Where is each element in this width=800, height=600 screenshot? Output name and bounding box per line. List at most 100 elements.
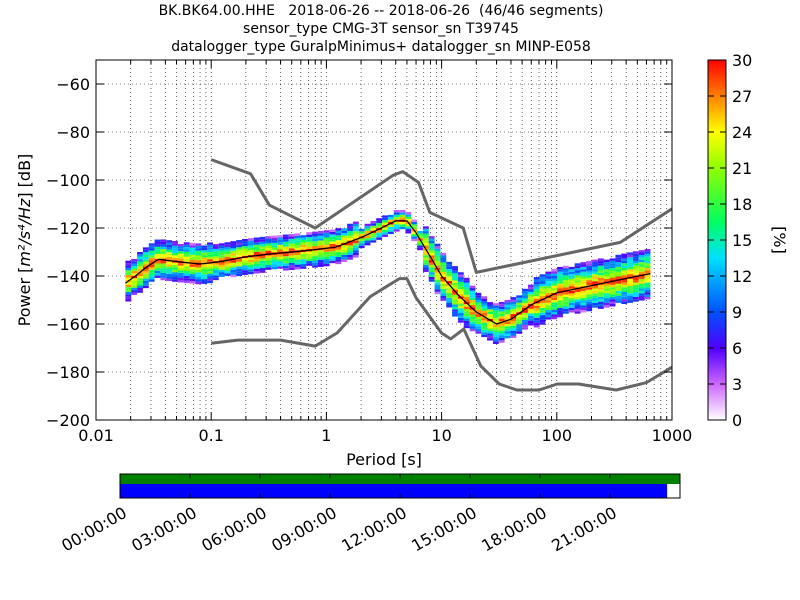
heatmap-cell (277, 259, 283, 262)
heatmap-cell (195, 243, 202, 246)
heatmap-cell (131, 258, 138, 262)
heatmap-cell (522, 291, 528, 294)
heatmap-cell (446, 271, 453, 274)
heatmap-cell (557, 300, 563, 303)
heatmap-cell (352, 255, 359, 258)
heatmap-cell (352, 247, 359, 251)
heatmap-cell (557, 302, 563, 306)
heatmap-cell (475, 319, 482, 322)
heatmap-cell (487, 306, 493, 310)
heatmap-cell (498, 340, 505, 343)
heatmap-cell (253, 239, 260, 243)
heatmap-cell (160, 251, 167, 254)
heatmap-cell (574, 277, 581, 281)
heatmap-cell (172, 252, 178, 256)
heatmap-cell (242, 258, 248, 261)
heatmap-cell (370, 235, 377, 238)
heatmap-cell (498, 316, 505, 319)
heatmap-cell (597, 306, 604, 309)
heatmap-cell (434, 253, 441, 256)
heatmap-cell (352, 240, 359, 244)
heatmap-cell (300, 261, 307, 265)
heatmap-cell (551, 312, 558, 315)
heatmap-cell (387, 217, 394, 220)
heatmap-cell (230, 255, 237, 258)
heatmap-cell (142, 261, 149, 265)
plot-frame (95, 59, 673, 421)
heatmap-cell (323, 239, 330, 243)
heatmap-cell (247, 264, 254, 268)
heatmap-cell (177, 253, 184, 257)
heatmap-cell (510, 299, 517, 302)
heatmap-cell (195, 257, 202, 261)
heatmap-cell (189, 271, 196, 275)
heatmap-cell (300, 264, 307, 267)
heatmap-cell (440, 293, 447, 296)
heatmap-cell (422, 238, 429, 241)
heatmap-cell (627, 290, 633, 294)
heatmap-cell (352, 223, 359, 227)
colorbar-tick-label: 3 (732, 375, 742, 394)
heatmap-cell (568, 281, 575, 284)
heatmap-cell (603, 266, 610, 270)
heatmap-cell (236, 247, 243, 250)
heatmap-cell (323, 263, 330, 267)
heatmap-cell (177, 258, 184, 261)
heatmap-cell (347, 223, 353, 227)
heatmap-cell (644, 253, 651, 257)
heatmap-cell (621, 258, 628, 261)
time-tick-label: 12:00:00 (338, 503, 410, 555)
heatmap-cell (504, 323, 511, 327)
heatmap-cell (592, 264, 598, 267)
heatmap-cell (323, 259, 330, 262)
heatmap-cell (592, 278, 598, 282)
heatmap-cell (557, 293, 563, 296)
heatmap-cell (510, 321, 517, 324)
heatmap-cell (277, 263, 283, 267)
heatmap-cell (492, 331, 499, 335)
heatmap-cell (603, 278, 610, 282)
heatmap-cell (142, 278, 149, 281)
heatmap-cell (376, 218, 383, 221)
heatmap-cell (212, 251, 219, 254)
heatmap-cell (172, 240, 178, 244)
heatmap-cell (294, 247, 301, 251)
heatmap-cell (160, 239, 167, 242)
heatmap-cell (253, 249, 260, 252)
heatmap-cell (510, 306, 517, 310)
heatmap-cell (469, 290, 476, 293)
heatmap-cell (475, 316, 482, 320)
heatmap-cell (428, 276, 435, 280)
heatmap-cell (189, 264, 196, 267)
heatmap-cell (125, 267, 132, 271)
heatmap-cell (609, 294, 616, 297)
heatmap-cell (627, 278, 633, 282)
heatmap-cell (632, 282, 639, 285)
heatmap-cell (557, 288, 563, 291)
heatmap-cell (271, 262, 278, 265)
heatmap-cell (247, 262, 254, 265)
heatmap-cell (259, 236, 266, 240)
heatmap-cell (172, 245, 178, 249)
heatmap-cell (551, 290, 558, 293)
heatmap-cell (347, 235, 353, 239)
heatmap-cell (393, 217, 400, 220)
heatmap-cell (364, 230, 371, 234)
heatmap-cell (592, 269, 598, 272)
heatmap-cell (154, 261, 161, 264)
heatmap-cell (539, 305, 546, 308)
heatmap-cell (154, 239, 161, 242)
heatmap-cell (207, 273, 213, 277)
heatmap-cell (166, 271, 173, 274)
heatmap-cell (644, 258, 651, 261)
heatmap-cell (568, 298, 575, 301)
heatmap-cell (527, 287, 534, 290)
heatmap-cell (592, 305, 598, 308)
heatmap-cell (533, 289, 540, 292)
heatmap-cell (469, 297, 476, 301)
heatmap-cell (317, 262, 324, 265)
heatmap-cell (236, 271, 243, 274)
heatmap-cell (183, 271, 190, 274)
heatmap-cell (288, 255, 295, 259)
heatmap-cell (475, 314, 482, 317)
